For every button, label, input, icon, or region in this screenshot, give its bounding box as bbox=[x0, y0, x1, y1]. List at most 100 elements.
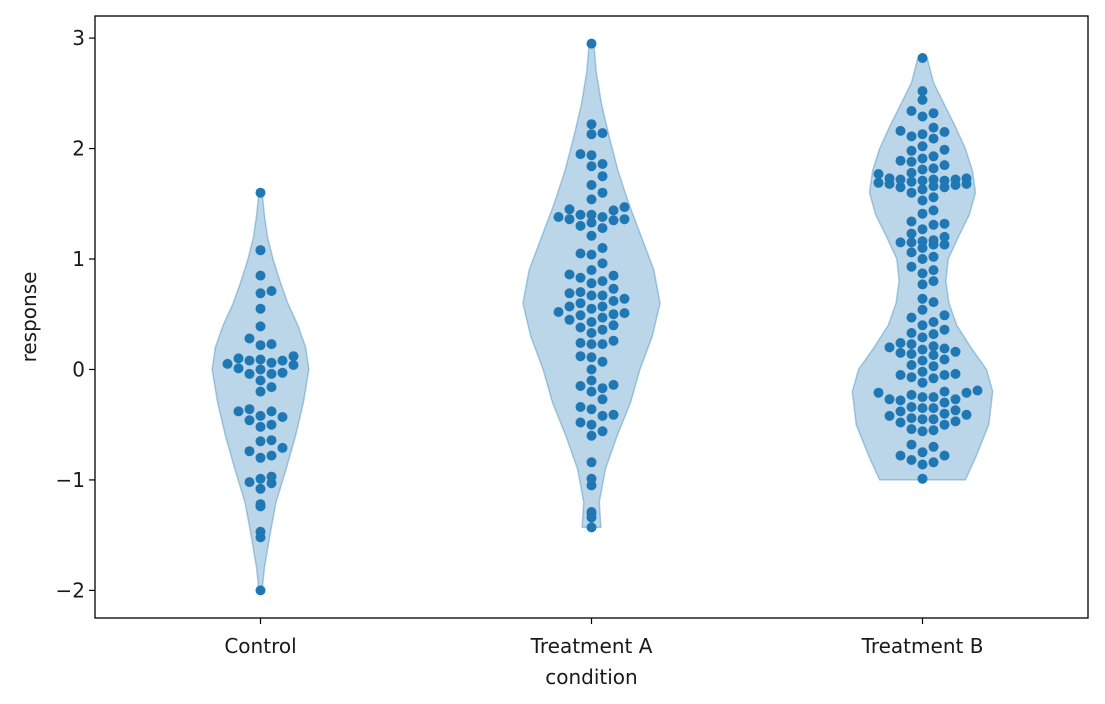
data-point bbox=[255, 386, 266, 397]
data-point bbox=[266, 357, 277, 368]
data-point bbox=[255, 410, 266, 421]
y-tick-label: 2 bbox=[72, 137, 85, 161]
data-point bbox=[928, 192, 939, 203]
data-point bbox=[255, 483, 266, 494]
data-point bbox=[906, 389, 917, 400]
data-point bbox=[586, 328, 597, 338]
data-point bbox=[266, 435, 277, 446]
data-point bbox=[928, 373, 939, 384]
data-point bbox=[917, 355, 928, 366]
data-point bbox=[255, 187, 266, 198]
data-point bbox=[917, 208, 928, 219]
data-point bbox=[575, 417, 586, 428]
data-point bbox=[906, 145, 917, 156]
data-point bbox=[928, 350, 939, 361]
data-point bbox=[906, 349, 917, 359]
data-point bbox=[928, 265, 939, 276]
data-point bbox=[939, 408, 950, 419]
data-point bbox=[906, 187, 917, 198]
data-point bbox=[575, 351, 586, 362]
data-point bbox=[255, 303, 266, 314]
data-point bbox=[928, 163, 939, 174]
data-point bbox=[575, 149, 586, 160]
data-point bbox=[917, 403, 928, 414]
data-point bbox=[917, 304, 928, 315]
data-point bbox=[917, 86, 928, 97]
data-point bbox=[884, 342, 895, 353]
data-point bbox=[266, 406, 277, 417]
data-point bbox=[244, 415, 255, 426]
x-axis-title: condition bbox=[545, 665, 637, 689]
data-point bbox=[255, 585, 266, 596]
data-point bbox=[575, 248, 586, 259]
data-point bbox=[586, 161, 597, 172]
data-point bbox=[277, 367, 288, 378]
data-point bbox=[564, 214, 575, 225]
y-tick-label: −1 bbox=[56, 468, 85, 492]
data-point bbox=[928, 329, 939, 340]
data-point bbox=[917, 268, 928, 279]
data-point bbox=[586, 386, 597, 397]
data-point bbox=[939, 397, 950, 408]
data-point bbox=[255, 288, 266, 299]
data-point bbox=[586, 230, 597, 241]
data-point bbox=[586, 522, 597, 533]
data-point bbox=[928, 457, 939, 468]
data-point bbox=[906, 360, 917, 370]
data-point bbox=[222, 358, 233, 369]
data-point bbox=[255, 375, 266, 386]
data-point bbox=[586, 249, 597, 260]
data-point bbox=[928, 317, 939, 327]
data-point bbox=[597, 171, 608, 182]
data-point bbox=[906, 439, 917, 450]
data-point bbox=[917, 184, 928, 195]
data-point bbox=[597, 290, 608, 301]
data-point bbox=[917, 447, 928, 458]
data-point bbox=[255, 421, 266, 432]
data-point bbox=[928, 251, 939, 262]
data-point bbox=[255, 364, 266, 375]
data-point bbox=[597, 301, 608, 312]
data-point bbox=[950, 405, 961, 416]
data-point bbox=[288, 360, 299, 370]
data-point bbox=[917, 320, 928, 331]
data-point bbox=[917, 141, 928, 152]
y-tick-label: 1 bbox=[72, 247, 85, 271]
data-point bbox=[895, 237, 906, 248]
data-point bbox=[277, 412, 288, 422]
data-point bbox=[906, 261, 917, 272]
data-point bbox=[619, 308, 630, 319]
data-point bbox=[597, 324, 608, 335]
data-point bbox=[586, 303, 597, 314]
x-tick-label: Control bbox=[224, 634, 296, 658]
data-point bbox=[939, 144, 950, 155]
data-point bbox=[586, 352, 597, 363]
data-point bbox=[233, 363, 244, 374]
data-point bbox=[961, 173, 972, 184]
data-point bbox=[917, 94, 928, 105]
data-point bbox=[575, 298, 586, 309]
data-point bbox=[939, 343, 950, 354]
data-point bbox=[586, 507, 597, 517]
data-point bbox=[244, 368, 255, 379]
data-point bbox=[255, 499, 266, 510]
data-point bbox=[244, 477, 255, 488]
data-point bbox=[597, 276, 608, 287]
data-point bbox=[266, 471, 277, 482]
data-point bbox=[575, 272, 586, 283]
data-point bbox=[939, 386, 950, 397]
data-point bbox=[266, 286, 277, 296]
data-point bbox=[564, 204, 575, 215]
data-point bbox=[906, 228, 917, 239]
data-point bbox=[575, 322, 586, 333]
data-point bbox=[950, 346, 961, 357]
data-point bbox=[608, 320, 619, 331]
data-point bbox=[575, 209, 586, 220]
data-point bbox=[873, 169, 884, 179]
data-point bbox=[917, 224, 928, 235]
data-point bbox=[928, 414, 939, 425]
y-tick-label: −2 bbox=[56, 578, 85, 602]
data-point bbox=[586, 473, 597, 484]
x-axis: Control Treatment A Treatment B bbox=[224, 618, 983, 658]
